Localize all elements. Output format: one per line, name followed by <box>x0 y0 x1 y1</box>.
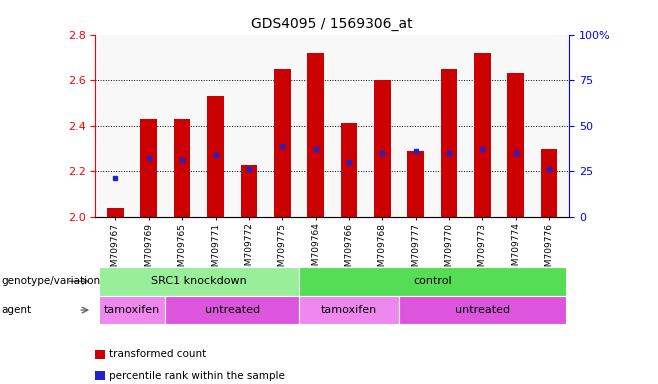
Bar <box>174 119 191 217</box>
Text: percentile rank within the sample: percentile rank within the sample <box>109 371 284 381</box>
Bar <box>107 208 124 217</box>
Bar <box>374 80 391 217</box>
Bar <box>241 164 257 217</box>
Bar <box>441 69 457 217</box>
Bar <box>299 267 566 296</box>
Bar <box>407 151 424 217</box>
Title: GDS4095 / 1569306_at: GDS4095 / 1569306_at <box>251 17 413 31</box>
Bar <box>307 53 324 217</box>
Bar <box>399 296 566 324</box>
Text: untreated: untreated <box>205 305 260 315</box>
Bar <box>541 149 557 217</box>
Bar <box>207 96 224 217</box>
Text: genotype/variation: genotype/variation <box>1 276 101 286</box>
Bar <box>165 296 299 324</box>
Text: tamoxifen: tamoxifen <box>321 305 377 315</box>
Bar <box>507 73 524 217</box>
Bar <box>341 124 357 217</box>
Bar <box>140 119 157 217</box>
Bar <box>99 267 299 296</box>
Bar <box>99 296 165 324</box>
Bar <box>299 296 399 324</box>
Bar <box>274 69 291 217</box>
Text: transformed count: transformed count <box>109 349 206 359</box>
Text: agent: agent <box>1 305 32 315</box>
Text: control: control <box>413 276 451 286</box>
Text: untreated: untreated <box>455 305 510 315</box>
Bar <box>474 53 491 217</box>
Text: tamoxifen: tamoxifen <box>104 305 161 315</box>
Text: SRC1 knockdown: SRC1 knockdown <box>151 276 247 286</box>
